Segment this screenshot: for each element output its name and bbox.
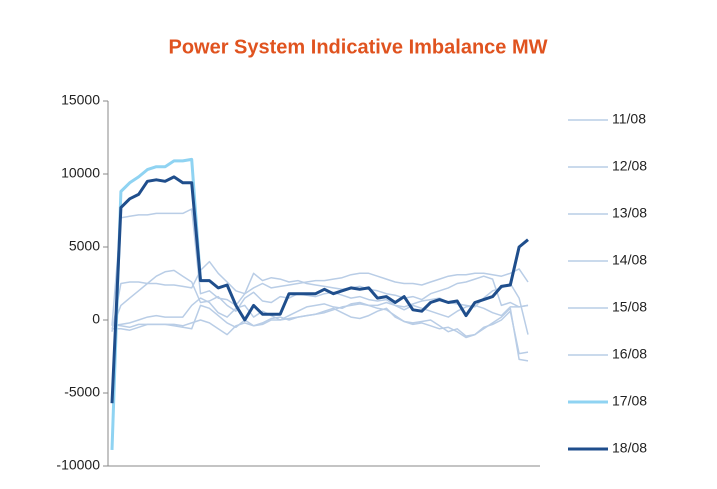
series-line	[111, 297, 529, 327]
series-line	[111, 303, 529, 355]
legend-label: 15/08	[612, 299, 647, 315]
y-tick-label: 5000	[69, 238, 100, 254]
y-tick-label: -10000	[56, 457, 100, 473]
y-tick-label: 10000	[61, 165, 100, 181]
legend-label: 16/08	[612, 346, 647, 362]
y-tick-label: -5000	[64, 384, 100, 400]
legend-label: 13/08	[612, 205, 647, 221]
series-line	[111, 260, 529, 332]
series-line	[110, 175, 529, 404]
series-line	[111, 208, 529, 326]
y-tick-label: 0	[92, 311, 100, 327]
legend-label: 11/08	[612, 111, 646, 127]
legend-label: 14/08	[612, 252, 647, 268]
chart-title: Power System Indicative Imbalance MW	[168, 36, 547, 58]
series-line	[110, 157, 202, 450]
legend-label: 12/08	[612, 158, 647, 174]
y-tick-label: 15000	[61, 92, 100, 108]
legend-label: 17/08	[612, 393, 647, 409]
legend-label: 18/08	[612, 440, 647, 456]
